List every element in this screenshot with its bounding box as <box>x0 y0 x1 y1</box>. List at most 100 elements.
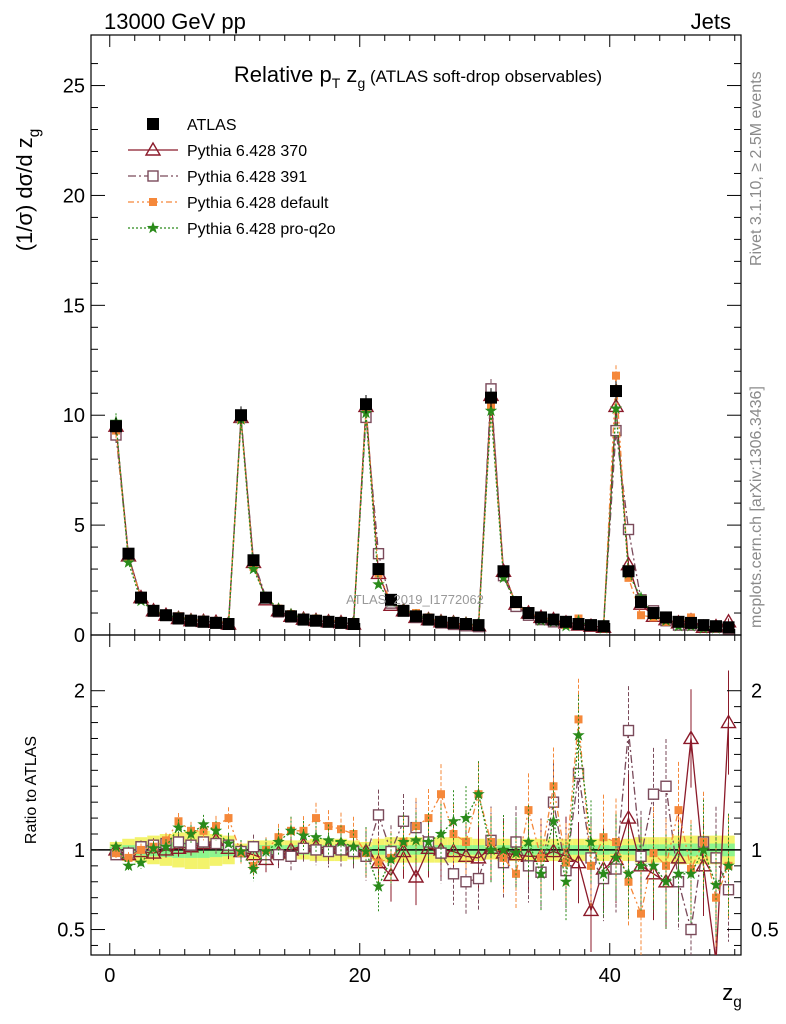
series-line <box>115 719 730 916</box>
chart-title: Relative pT zg (ATLAS soft-drop observab… <box>234 62 602 91</box>
data-point <box>109 840 123 852</box>
data-point <box>122 859 135 872</box>
series-line <box>115 388 729 630</box>
data-point <box>672 615 685 628</box>
data-point <box>247 554 260 567</box>
data-point <box>447 814 460 827</box>
data-point <box>322 615 335 628</box>
data-point <box>585 619 597 632</box>
data-point <box>534 867 548 880</box>
data-point <box>372 563 385 576</box>
data-point <box>522 835 535 848</box>
y-tick-label: 2 <box>751 681 762 703</box>
data-point <box>160 609 172 622</box>
y-tick-label: 0.5 <box>57 920 85 942</box>
data-point <box>259 845 273 857</box>
data-point <box>209 824 223 837</box>
data-point <box>609 402 623 414</box>
data-point <box>597 620 610 633</box>
x-tick-label: 40 <box>599 965 621 987</box>
y-tick-label: 25 <box>63 76 85 98</box>
data-point <box>409 833 423 846</box>
data-point <box>622 565 635 578</box>
legend-item: Pythia 6.428 default <box>128 195 329 212</box>
data-point <box>470 849 487 864</box>
data-point <box>697 619 710 632</box>
data-point <box>685 616 697 629</box>
data-point <box>447 868 460 880</box>
data-point <box>674 806 683 815</box>
data-point <box>485 391 497 404</box>
data-point <box>322 845 335 858</box>
data-point <box>647 788 660 800</box>
data-point <box>372 547 385 560</box>
data-point <box>570 854 587 869</box>
data-point <box>422 613 435 626</box>
data-point <box>159 840 173 852</box>
data-point <box>709 878 723 891</box>
data-point <box>135 591 147 604</box>
data-point <box>185 839 197 851</box>
data-point <box>144 141 162 156</box>
legend-label: Pythia 6.428 391 <box>187 169 307 186</box>
top-panel: 0 5 10 15 20 25 Relative pT zg (ATLAS soft-dr… <box>12 34 742 647</box>
data-point <box>635 596 647 609</box>
data-point <box>285 850 297 862</box>
bottom-plot-frame <box>90 634 742 956</box>
data-point <box>210 837 222 850</box>
y-tick-label: 15 <box>63 295 85 317</box>
data-point <box>472 787 485 800</box>
data-point <box>620 809 637 824</box>
data-point <box>647 859 660 872</box>
data-point <box>637 611 645 620</box>
y-tick-label: 10 <box>63 405 85 427</box>
data-point <box>124 853 133 862</box>
data-point <box>359 845 373 857</box>
data-point <box>147 118 159 130</box>
data-point <box>384 853 398 865</box>
series-line <box>115 730 730 930</box>
watermark: ATLAS_2019_I1772062 <box>346 592 484 607</box>
data-point <box>372 809 385 821</box>
legend-item: Pythia 6.428 391 <box>128 169 307 186</box>
data-point <box>272 604 285 617</box>
data-point <box>597 867 610 880</box>
y-tick-label: 2 <box>74 681 85 703</box>
data-point <box>437 790 445 799</box>
data-point <box>297 613 310 626</box>
data-point <box>547 814 560 827</box>
data-point <box>147 170 159 182</box>
data-point <box>607 398 625 413</box>
y-tick-label: 5 <box>74 515 85 537</box>
data-point <box>247 841 260 853</box>
data-point <box>459 811 473 824</box>
data-point <box>297 829 310 841</box>
data-point <box>422 835 435 848</box>
data-point <box>535 611 547 624</box>
data-point <box>234 845 248 857</box>
data-point <box>522 607 535 620</box>
data-point <box>410 610 422 623</box>
y-tick-label: 0 <box>74 625 85 647</box>
data-point <box>134 856 148 868</box>
data-point <box>222 837 235 849</box>
series-atlas <box>110 381 735 634</box>
data-point <box>660 780 672 792</box>
x-axis-label: zg <box>722 980 742 1011</box>
data-point <box>460 618 472 631</box>
data-point <box>322 833 335 846</box>
data-point <box>197 836 210 848</box>
data-point <box>172 836 185 848</box>
data-point <box>172 821 185 833</box>
data-point <box>547 613 560 626</box>
data-point <box>612 371 620 380</box>
data-point <box>285 610 297 623</box>
y-tick-label: 20 <box>63 185 85 207</box>
data-point <box>722 859 735 872</box>
data-point <box>122 547 135 560</box>
data-point <box>472 619 485 632</box>
series-line <box>115 408 729 630</box>
data-point <box>637 909 645 918</box>
data-point <box>682 730 700 745</box>
x-tick-label: 20 <box>349 965 371 987</box>
